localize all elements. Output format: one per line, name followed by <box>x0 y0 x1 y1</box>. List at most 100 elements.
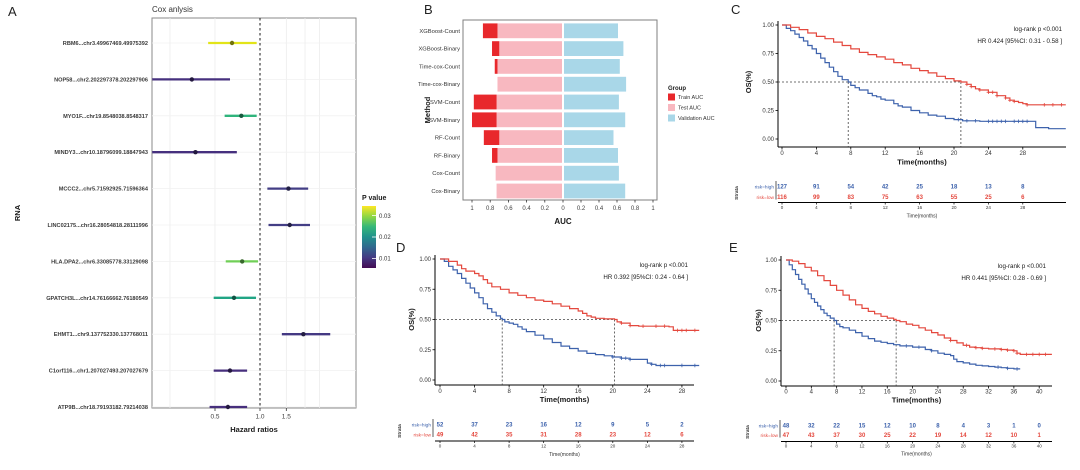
test-auc-bar <box>497 76 562 92</box>
at-risk-count: 8 <box>936 424 940 430</box>
legend-swatch <box>668 93 675 101</box>
auc-bar-chart: XGBoost-Count XGBoost-Binary Time-cox-Coun… <box>418 19 715 226</box>
km-curve-risk=high <box>782 24 1066 130</box>
risk-tick-label: 24 <box>645 444 651 449</box>
at-risk-count: 55 <box>951 195 958 201</box>
hr-point <box>287 222 292 228</box>
km-curve-risk=high <box>786 259 1021 370</box>
x-tick-label: 24 <box>644 389 651 395</box>
at-risk-count: 30 <box>859 433 866 439</box>
hr-point <box>239 113 244 119</box>
at-risk-count: 48 <box>783 424 790 430</box>
at-risk-count: 83 <box>847 195 854 201</box>
risk-tick-label: 20 <box>910 444 916 449</box>
validation-auc-bar <box>564 148 618 163</box>
x-tick-label: 16 <box>884 390 891 396</box>
x-tick-label: 20 <box>909 390 916 396</box>
at-risk-count: 37 <box>471 423 478 429</box>
stats-annotation: log-rank p <0.001 <box>1014 26 1063 33</box>
at-risk-count: 10 <box>1011 433 1018 439</box>
x-tick-label: 8 <box>849 151 853 157</box>
y-tick-label: 0.50 <box>419 318 431 324</box>
x-tick-label: 36 <box>1011 390 1018 396</box>
x-tick-label: 0 <box>784 390 788 396</box>
risk-tick-label: 20 <box>951 205 957 210</box>
legend-entry-label: Test AUC <box>678 106 701 112</box>
forest-frame <box>151 17 357 409</box>
x-tick-label: 0.2 <box>577 206 586 212</box>
legend-tick-label: 0.02 <box>379 235 391 241</box>
at-risk-count: 3 <box>987 424 991 430</box>
risk-tick-label: 36 <box>1011 444 1017 449</box>
train-auc-bar <box>473 94 497 110</box>
forest-plot: Cox anlysis RBM6...chr3.49967469.49975392… <box>13 5 391 434</box>
hr-point <box>239 259 245 264</box>
at-risk-count: 12 <box>985 433 992 439</box>
x-tick-label: 32 <box>985 390 992 396</box>
strata-axis-label: Strata <box>397 424 403 438</box>
panel-c-label: C <box>731 2 741 17</box>
gene-label: MINDY3...chr10.18796099.18847943 <box>54 150 148 156</box>
x-tick-label: 12 <box>540 389 547 395</box>
at-risk-count: 47 <box>783 433 790 439</box>
km-plot-d: 1.000.750.500.250.000 4 8 12 16 20 24 28Time(mo… <box>397 255 700 458</box>
x-tick-label: 0.8 <box>486 206 495 212</box>
at-risk-count: 1 <box>1038 433 1042 439</box>
legend-swatch <box>668 104 675 111</box>
at-risk-count: 6 <box>680 433 684 439</box>
x-tick-label: 24 <box>935 390 942 396</box>
test-auc-bar <box>497 59 562 74</box>
stats-annotation: HR 0.392 [95%CI: 0.24 - 0.64 ] <box>603 274 688 281</box>
gene-label: EHMT1...chr9.137752330.137768011 <box>54 332 148 338</box>
x-tick-label: 0.6 <box>613 206 622 212</box>
risk-tick-label: 24 <box>986 205 992 210</box>
x-axis-title: Time(months) <box>897 158 947 167</box>
at-risk-count: 12 <box>644 433 651 439</box>
x-tick-label: 20 <box>951 151 958 157</box>
train-auc-bar <box>494 59 498 74</box>
at-risk-count: 22 <box>909 433 916 439</box>
panel-e-label: E <box>729 240 738 255</box>
km-curve-risk=low <box>440 258 700 331</box>
y-tick-label: 0.75 <box>765 288 777 294</box>
at-risk-count: 6 <box>1021 195 1025 201</box>
at-risk-count: 14 <box>960 433 967 439</box>
method-label: SVM-Count <box>430 100 460 106</box>
at-risk-count: 116 <box>777 195 787 201</box>
at-risk-count: 37 <box>833 433 840 439</box>
at-risk-count: 18 <box>951 185 958 191</box>
gene-label: LINC02175...chr16.28054818.28111996 <box>48 223 148 229</box>
km-plot-e: 1.000.750.500.250.000 4 8 12 16 20 24 28 32 36 40T… <box>745 256 1052 458</box>
at-risk-count: 127 <box>777 185 788 191</box>
risk-tick-label: 0 <box>781 205 784 210</box>
validation-auc-bar <box>564 94 619 110</box>
validation-auc-bar <box>564 23 618 39</box>
at-risk-count: 23 <box>609 433 616 439</box>
y-axis-title: Method <box>423 96 432 123</box>
risk-tick-label: 12 <box>883 205 889 210</box>
y-tick-label: 0.75 <box>419 287 431 293</box>
at-risk-count: 49 <box>437 433 444 439</box>
at-risk-count: 35 <box>506 433 513 439</box>
at-risk-count: 22 <box>833 424 840 430</box>
risk-tick-label: 4 <box>810 444 813 449</box>
y-tick-label: 0.50 <box>765 319 777 325</box>
strata-axis-label: Strata <box>734 186 740 200</box>
validation-auc-bar <box>564 183 626 199</box>
test-auc-bar <box>499 41 562 56</box>
at-risk-count: 63 <box>916 195 923 201</box>
risk-tick-label: 28 <box>679 444 685 449</box>
risk-tick-label: 4 <box>473 444 476 449</box>
x-tick-label: 28 <box>1019 151 1026 157</box>
at-risk-count: 10 <box>909 424 916 430</box>
legend-colorbar <box>362 206 376 268</box>
gene-label: GPATCH3L...chr14.76166662.76180549 <box>46 296 148 302</box>
at-risk-count: 25 <box>916 185 923 191</box>
y-axis-title: RNA <box>13 204 22 221</box>
method-label: Time-cox-Binary <box>418 82 460 88</box>
at-risk-count: 42 <box>882 185 889 191</box>
hr-point <box>229 40 235 46</box>
panel-d-label: D <box>396 240 406 255</box>
panel-b-label: B <box>424 2 433 17</box>
